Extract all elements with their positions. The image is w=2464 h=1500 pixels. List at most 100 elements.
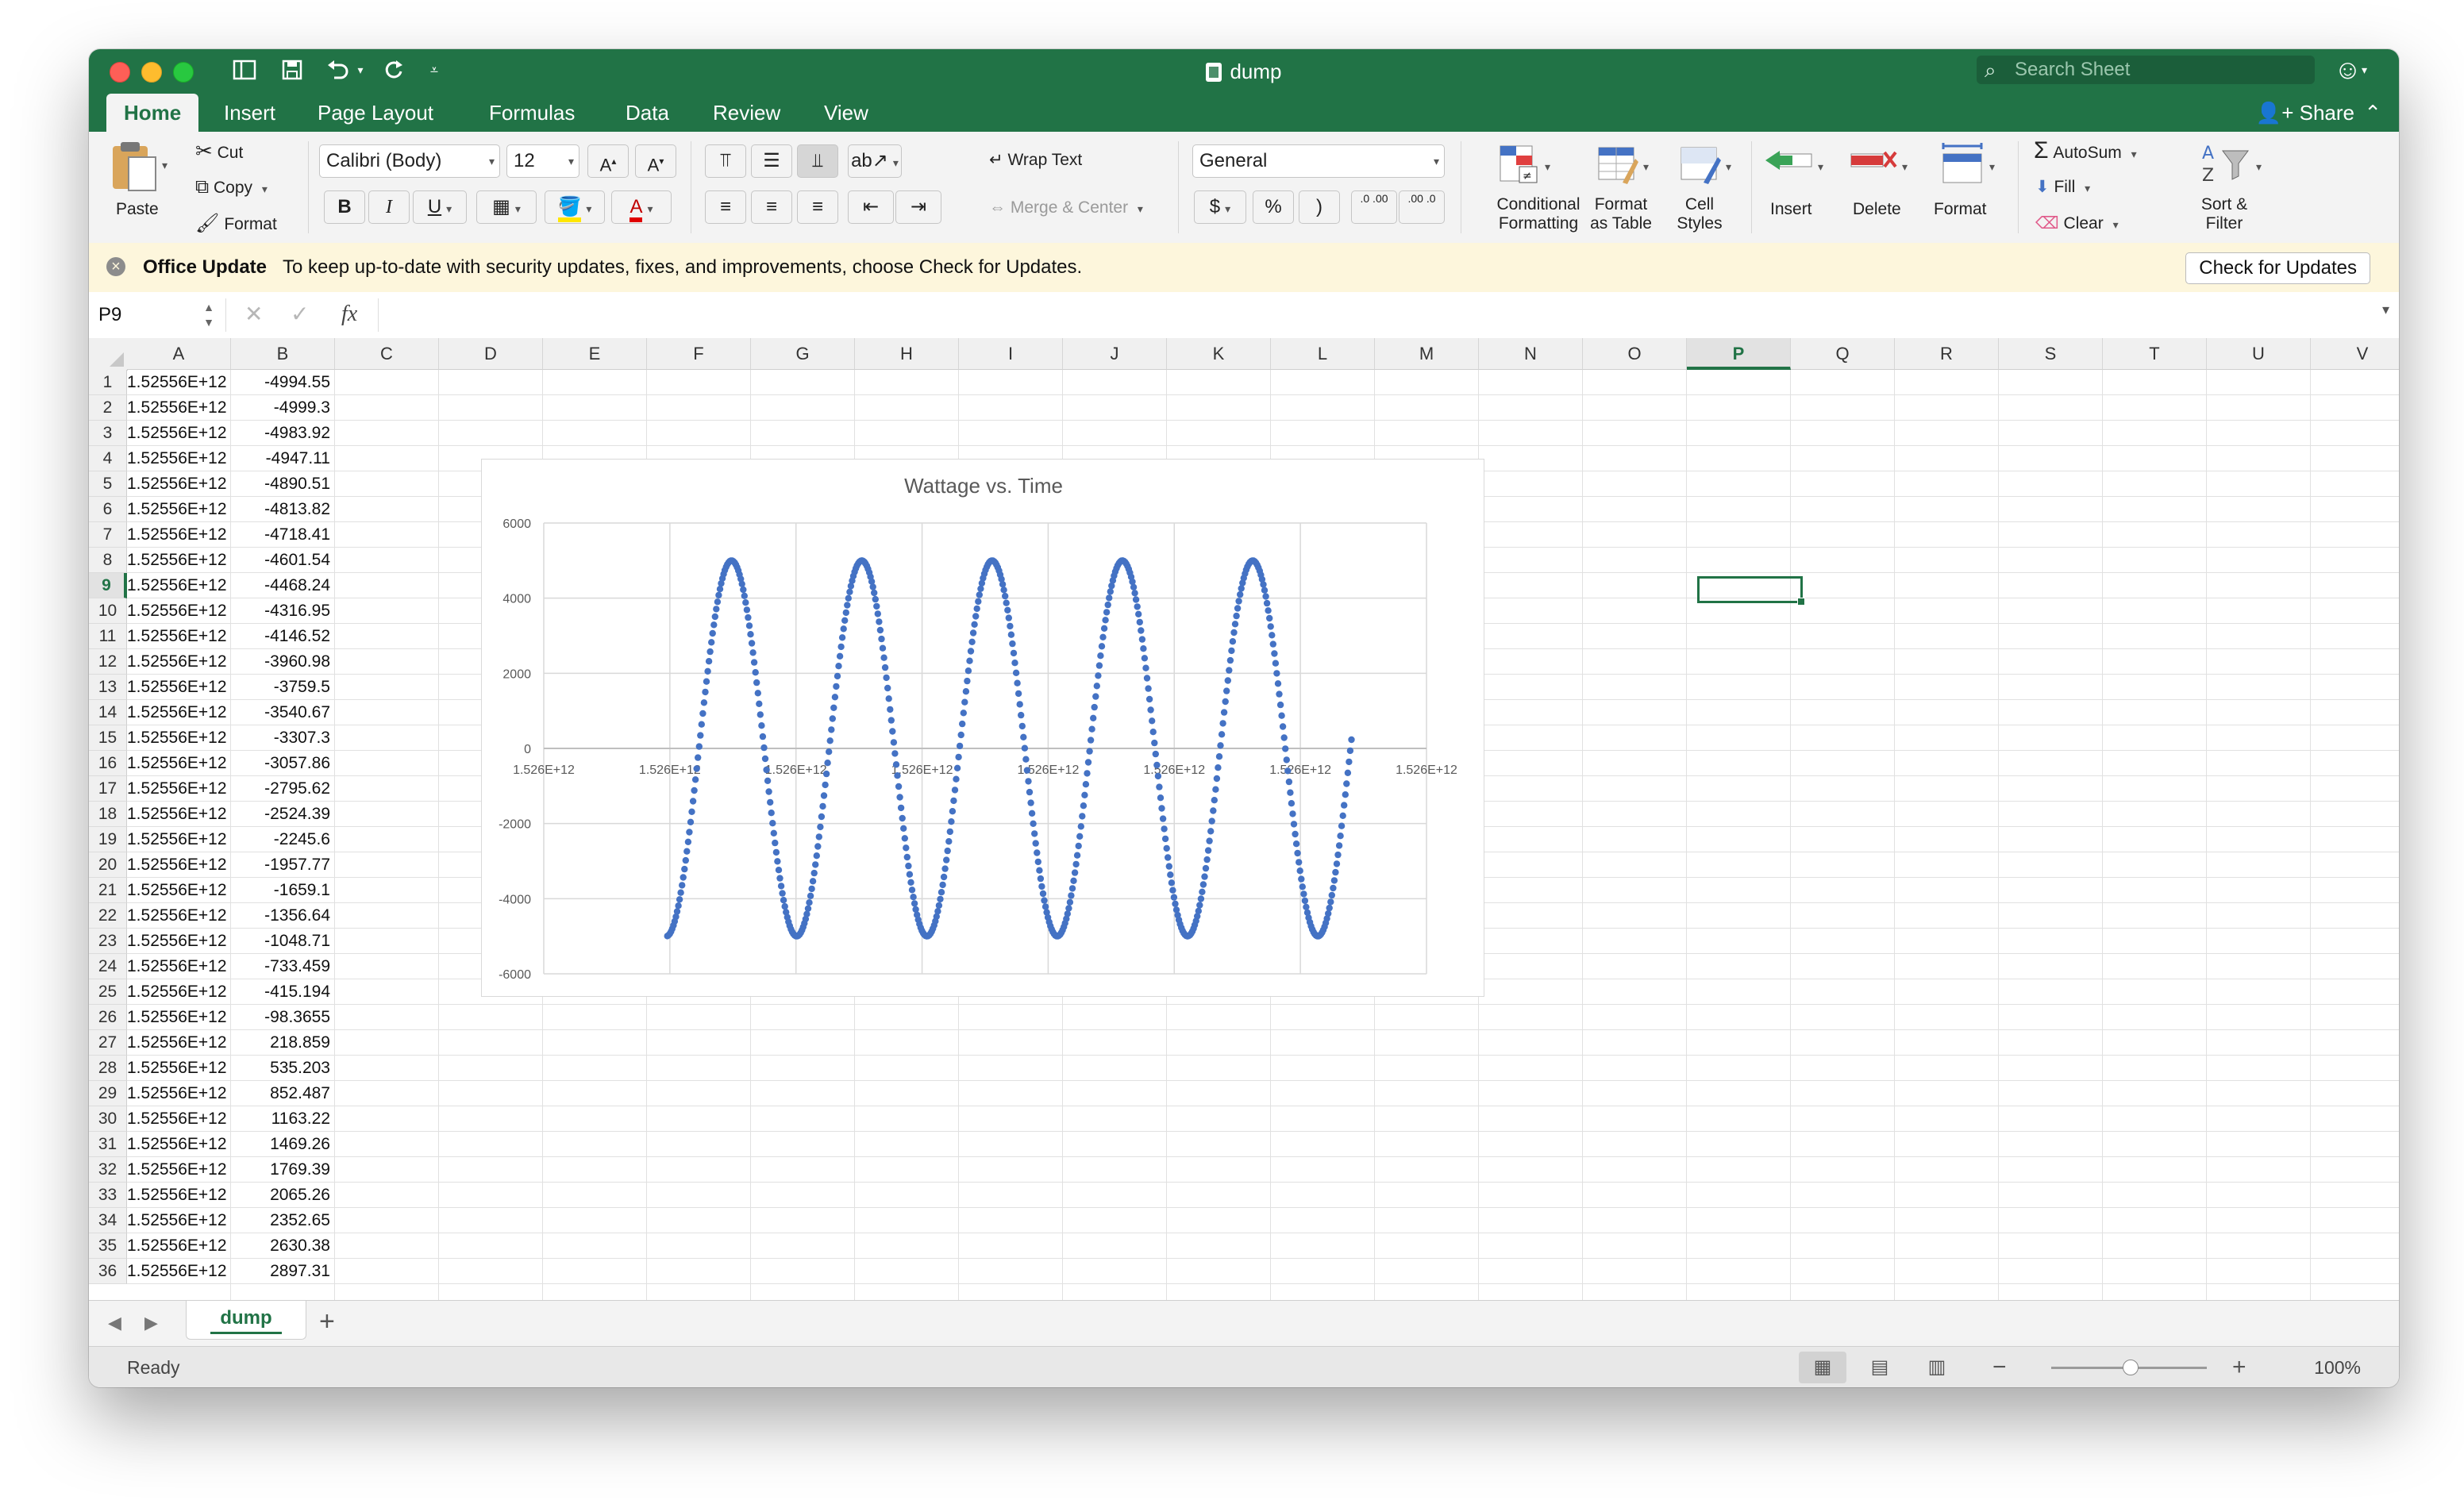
collapse-ribbon-icon[interactable]: ⌃ <box>2364 101 2381 125</box>
cell-timestamp[interactable]: 1.52556E+12 <box>127 805 227 823</box>
column-header-t[interactable]: T <box>2103 338 2207 370</box>
column-header-d[interactable]: D <box>439 338 543 370</box>
cell-timestamp[interactable]: 1.52556E+12 <box>127 475 227 493</box>
paste-dropdown-icon[interactable]: ▾ <box>162 159 168 171</box>
cell-wattage[interactable]: -4983.92 <box>264 424 330 442</box>
cell-wattage[interactable]: 2630.38 <box>270 1237 330 1255</box>
cell-timestamp[interactable]: 1.52556E+12 <box>127 1110 227 1128</box>
normal-view-icon[interactable]: ▦ <box>1799 1352 1846 1383</box>
cell-timestamp[interactable]: 1.52556E+12 <box>127 373 227 391</box>
sidebar-toggle-icon[interactable] <box>229 56 260 84</box>
row-header[interactable]: 34 <box>89 1208 127 1233</box>
row-header[interactable]: 13 <box>89 675 127 700</box>
comma-style-button[interactable]: ) <box>1299 190 1340 224</box>
row-header[interactable]: 7 <box>89 522 127 548</box>
cell-timestamp[interactable]: 1.52556E+12 <box>127 729 227 747</box>
column-header-q[interactable]: Q <box>1791 338 1895 370</box>
dismiss-update-icon[interactable]: × <box>106 257 125 276</box>
expand-formula-bar-icon[interactable]: ▾ <box>2381 302 2389 317</box>
delete-label[interactable]: Delete <box>1853 200 1901 218</box>
cell-timestamp[interactable]: 1.52556E+12 <box>127 1262 227 1280</box>
cell-wattage[interactable]: 2897.31 <box>270 1262 330 1280</box>
cell-wattage[interactable]: -4890.51 <box>264 475 330 493</box>
conditional-formatting-label[interactable]: Conditional Formatting <box>1489 195 1588 233</box>
bold-button[interactable]: B <box>324 190 365 224</box>
format-painter-button[interactable]: 🖌 Format <box>195 213 277 236</box>
cell-timestamp[interactable]: 1.52556E+12 <box>127 1008 227 1026</box>
increase-indent-button[interactable]: ⇥ <box>895 190 941 224</box>
conditional-formatting-icon[interactable]: ≠ <box>1496 141 1543 187</box>
column-header-c[interactable]: C <box>335 338 439 370</box>
cell-wattage[interactable]: -3759.5 <box>273 678 330 696</box>
row-header[interactable]: 20 <box>89 852 127 878</box>
sort-filter-dropdown-icon[interactable]: ▾ <box>2256 160 2262 173</box>
row-header[interactable]: 19 <box>89 827 127 852</box>
add-sheet-icon[interactable]: + <box>319 1306 335 1337</box>
row-header[interactable]: 9 <box>89 573 127 598</box>
cell-timestamp[interactable]: 1.52556E+12 <box>127 525 227 544</box>
tab-formulas[interactable]: Formulas <box>489 101 576 125</box>
column-header-r[interactable]: R <box>1895 338 1999 370</box>
zoom-slider-thumb[interactable] <box>2123 1360 2139 1375</box>
row-header[interactable]: 10 <box>89 598 127 624</box>
font-size-select[interactable]: 12 ▾ <box>506 144 579 178</box>
tab-data[interactable]: Data <box>626 101 669 125</box>
column-header-i[interactable]: I <box>959 338 1063 370</box>
column-header-h[interactable]: H <box>855 338 959 370</box>
search-sheet-input[interactable]: ⌕ Search Sheet <box>1977 56 2315 84</box>
column-header-n[interactable]: N <box>1479 338 1583 370</box>
column-header-a[interactable]: A <box>127 338 231 370</box>
cancel-entry-icon[interactable]: ✕ <box>244 302 264 326</box>
cell-wattage[interactable]: 1769.39 <box>270 1160 330 1179</box>
cell-timestamp[interactable]: 1.52556E+12 <box>127 983 227 1001</box>
cell-timestamp[interactable]: 1.52556E+12 <box>127 932 227 950</box>
zoom-slider[interactable] <box>2051 1360 2207 1375</box>
cell-wattage[interactable]: -98.3655 <box>264 1008 330 1026</box>
row-header[interactable]: 2 <box>89 395 127 421</box>
cell-styles-icon[interactable] <box>1677 141 1724 187</box>
cut-button[interactable]: ✂ Cut <box>195 140 243 164</box>
row-header[interactable]: 15 <box>89 725 127 751</box>
increase-decimal-button[interactable]: .0 .00 <box>1351 190 1397 224</box>
align-right-button[interactable]: ≡ <box>797 190 838 224</box>
autosum-button[interactable]: Σ AutoSum ▾ <box>2034 137 2137 163</box>
cell-timestamp[interactable]: 1.52556E+12 <box>127 881 227 899</box>
row-header[interactable]: 1 <box>89 370 127 395</box>
cell-timestamp[interactable]: 1.52556E+12 <box>127 449 227 467</box>
row-header[interactable]: 6 <box>89 497 127 522</box>
borders-button[interactable]: ▦ ▾ <box>476 190 537 224</box>
insert-cells-icon[interactable] <box>1764 143 1816 187</box>
column-header-g[interactable]: G <box>751 338 855 370</box>
cell-wattage[interactable]: -1957.77 <box>264 856 330 874</box>
row-header[interactable]: 36 <box>89 1259 127 1284</box>
cell-timestamp[interactable]: 1.52556E+12 <box>127 500 227 518</box>
cell-wattage[interactable]: 535.203 <box>270 1059 330 1077</box>
tab-insert[interactable]: Insert <box>224 101 276 125</box>
chart-wattage-vs-time[interactable]: Wattage vs. Time 6000 4000 2000 0 -2000 -4000 -… <box>481 459 1484 997</box>
redo-icon[interactable] <box>379 56 408 84</box>
number-format-select[interactable]: General ▾ <box>1192 144 1445 178</box>
row-header[interactable]: 16 <box>89 751 127 776</box>
column-header-m[interactable]: M <box>1375 338 1479 370</box>
select-all-corner[interactable] <box>89 338 128 371</box>
cell-wattage[interactable]: -4601.54 <box>264 551 330 569</box>
row-header[interactable]: 4 <box>89 446 127 471</box>
paste-label[interactable]: Paste <box>116 200 159 218</box>
column-header-k[interactable]: K <box>1167 338 1271 370</box>
cell-timestamp[interactable]: 1.52556E+12 <box>127 551 227 569</box>
font-name-select[interactable]: Calibri (Body) ▾ <box>319 144 500 178</box>
cell-wattage[interactable]: -4316.95 <box>264 602 330 620</box>
cell-wattage[interactable]: -4146.52 <box>264 627 330 645</box>
row-header[interactable]: 29 <box>89 1081 127 1106</box>
cell-wattage[interactable]: -733.459 <box>264 957 330 975</box>
cell-wattage[interactable]: -3960.98 <box>264 652 330 671</box>
cell-timestamp[interactable]: 1.52556E+12 <box>127 1059 227 1077</box>
selected-cell-p9[interactable] <box>1697 576 1805 606</box>
align-center-button[interactable]: ≡ <box>751 190 792 224</box>
decrease-indent-button[interactable]: ⇤ <box>848 190 894 224</box>
name-box-stepper-icon[interactable]: ▲ ▼ <box>203 301 214 329</box>
cell-wattage[interactable]: -3057.86 <box>264 754 330 772</box>
cell-timestamp[interactable]: 1.52556E+12 <box>127 779 227 798</box>
